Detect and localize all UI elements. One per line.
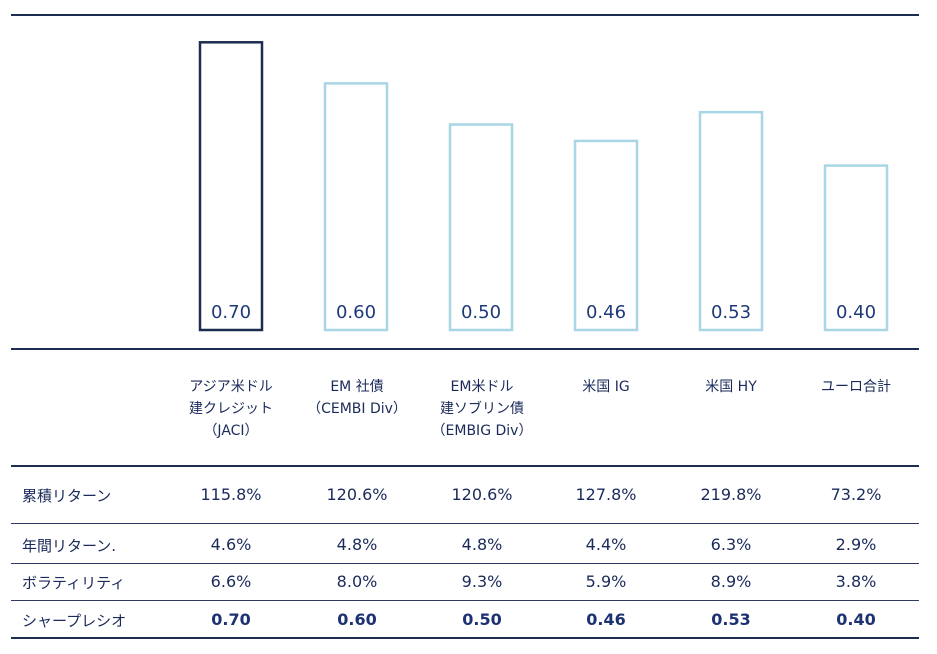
table-cell: 5.9%: [585, 572, 627, 591]
bar-value-label-3: 0.46: [586, 302, 626, 323]
table-cell: 8.9%: [710, 572, 752, 591]
column-header-euro: ユーロ合計: [821, 379, 891, 395]
sharpe-ratio-bar-chart: 0.70 0.60 0.50 0.46 0.53 0.40: [198, 41, 889, 332]
table-cell: 0.60: [337, 610, 377, 629]
table-cell: 4.8%: [336, 535, 378, 554]
row-divider-2: [11, 563, 919, 564]
table-cell: 0.70: [211, 610, 251, 629]
table-cell: 115.8%: [200, 485, 262, 504]
row-label-volatility: ボラティリティ: [22, 574, 126, 592]
top-rule: [11, 14, 919, 16]
table-cell: 0.46: [586, 610, 626, 629]
bar-1: [323, 82, 389, 332]
bar-value-label-1: 0.60: [336, 302, 376, 323]
row-label-cumulative-return: 累積リターン: [22, 487, 112, 505]
chart-baseline-rule: [11, 348, 919, 350]
table-cell: 4.8%: [461, 535, 503, 554]
table-cell: 4.6%: [210, 535, 252, 554]
table-cell: 6.3%: [710, 535, 752, 554]
table-header-rule: [11, 465, 919, 467]
row-label-annual-return: 年間リターン.: [22, 537, 117, 555]
bar-0: [198, 41, 264, 332]
table-cell: 0.53: [711, 610, 751, 629]
bar-value-label-4: 0.53: [711, 302, 751, 323]
table-cell: 8.0%: [336, 572, 378, 591]
table-cell: 0.40: [836, 610, 876, 629]
bottom-rule: [11, 637, 919, 639]
bar-value-label-5: 0.40: [836, 302, 876, 323]
row-divider-1: [11, 523, 919, 524]
table-cell: 2.9%: [835, 535, 877, 554]
table-cell: 4.4%: [585, 535, 627, 554]
table-cell: 127.8%: [575, 485, 637, 504]
table-cell: 3.8%: [835, 572, 877, 591]
table-cell: 73.2%: [830, 485, 882, 504]
bar-3: [573, 139, 639, 332]
column-header-cembi: EM 社債 （CEMBI Div）: [307, 379, 407, 417]
bar-2: [448, 123, 514, 332]
table-cell: 219.8%: [700, 485, 762, 504]
bar-5: [823, 164, 889, 332]
column-header-us-ig: 米国 IG: [582, 379, 630, 395]
table-cell: 6.6%: [210, 572, 252, 591]
table-cell: 120.6%: [326, 485, 388, 504]
table-cell: 9.3%: [461, 572, 503, 591]
table-cell: 0.50: [462, 610, 502, 629]
bar-value-label-2: 0.50: [461, 302, 501, 323]
row-label-sharpe-ratio: シャープレシオ: [22, 612, 127, 630]
bar-value-label-0: 0.70: [211, 302, 251, 323]
table-cell: 120.6%: [451, 485, 513, 504]
row-divider-3: [11, 600, 919, 601]
column-header-jaci: アジア米ドル 建クレジット （JACI）: [189, 379, 273, 439]
column-header-embig: EM米ドル 建ソブリン債 （EMBIG Div）: [431, 379, 533, 439]
column-header-us-hy: 米国 HY: [705, 379, 757, 395]
bar-4: [698, 110, 764, 332]
